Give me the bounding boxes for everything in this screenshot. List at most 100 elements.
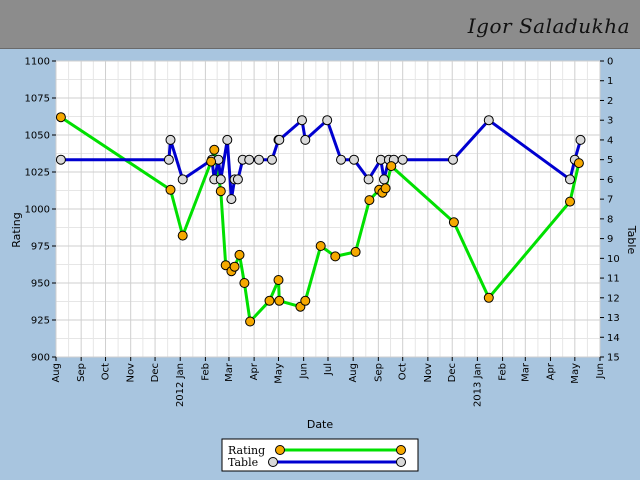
x-tick-label: Jun	[299, 363, 310, 380]
rating-point	[315, 241, 326, 251]
table-point	[322, 115, 333, 126]
y-tick-label: 925	[31, 316, 50, 327]
y2-tick-label: 9	[607, 234, 613, 245]
y2-tick-label: 15	[607, 353, 620, 364]
x-tick-label: Jun	[595, 363, 606, 380]
table-point	[163, 154, 174, 165]
grid	[55, 60, 601, 358]
y2-tick-label: 11	[607, 274, 620, 285]
y2-tick-label: 2	[607, 96, 613, 107]
rating-point	[165, 184, 176, 195]
y-axis-label: Rating	[10, 212, 23, 247]
table-point	[575, 134, 586, 145]
rating-point	[215, 186, 226, 197]
rating-point	[245, 316, 256, 327]
y2-axis-label: Table	[625, 225, 638, 255]
legend-marker-table-start	[268, 457, 278, 467]
rating-point	[206, 156, 217, 167]
y-tick-label: 900	[31, 353, 50, 364]
table-point	[165, 134, 176, 145]
table-point	[483, 115, 494, 126]
legend-marker-table-end	[396, 457, 406, 467]
x-tick-label: May	[273, 363, 284, 384]
y2-tick-label: 4	[607, 135, 613, 146]
table-point	[226, 194, 237, 205]
rating-point	[209, 144, 220, 155]
x-tick-label: Jul	[323, 363, 334, 376]
y2-tick-label: 12	[607, 293, 620, 304]
rating-point	[239, 278, 250, 288]
x-tick-label: Oct	[398, 363, 409, 380]
legend-marker-rating-start	[275, 445, 285, 455]
x-tick-label: Dec	[150, 363, 161, 382]
y2-tick-label: 13	[607, 313, 620, 324]
rating-point	[350, 246, 361, 257]
rating-point	[273, 275, 284, 285]
table-point	[363, 174, 374, 185]
y2-tick-label: 1	[607, 76, 613, 87]
x-tick-label: Nov	[126, 363, 137, 383]
x-tick-label: Feb	[498, 363, 509, 381]
table-point	[244, 154, 255, 165]
series-markers	[55, 112, 586, 327]
table-point	[448, 154, 458, 165]
y-tick-label: 1075	[25, 94, 50, 105]
x-tick-label: Nov	[423, 363, 434, 383]
legend-box	[221, 438, 419, 472]
legend-marker-rating-end	[396, 445, 406, 455]
y2-tick-label: 6	[607, 175, 613, 186]
y2-tick-label: 5	[607, 155, 613, 166]
rating-point	[264, 295, 275, 306]
x-axis-label: Date	[307, 418, 334, 431]
y2-tick-label: 7	[607, 195, 613, 206]
rating-point	[177, 230, 188, 241]
x-tick-label: Feb	[200, 363, 211, 381]
table-point	[267, 154, 277, 165]
table-point	[177, 174, 188, 185]
y2-tick-label: 14	[607, 333, 620, 344]
rating-point	[229, 261, 240, 272]
y-tick-label: 1000	[25, 205, 50, 216]
table-point	[336, 154, 346, 165]
x-tick-label: Mar	[224, 362, 235, 382]
header-bar: Igor Saladukha	[0, 0, 640, 49]
y-tick-label: 1050	[25, 131, 50, 142]
rating-point	[300, 295, 311, 306]
legend-label-table: Table	[228, 456, 258, 469]
rating-point	[386, 161, 397, 172]
y2-tick-label: 3	[607, 116, 613, 127]
rating-point	[55, 112, 66, 123]
y2-tick-label: 0	[607, 57, 613, 68]
x-tick-label: Aug	[348, 363, 359, 383]
x-tick-label: May	[570, 363, 581, 384]
table-point	[215, 174, 226, 185]
x-tick-label: Sep	[373, 363, 384, 382]
y-tick-label: 950	[31, 279, 50, 290]
legend: Rating Table	[221, 438, 419, 472]
x-tick-label: Oct	[101, 363, 112, 380]
table-point	[254, 154, 264, 165]
legend-label-rating: Rating	[228, 444, 265, 457]
x-tick-label: Mar	[520, 362, 531, 382]
x-tick-label: 2013 Jan	[472, 363, 483, 407]
table-point	[379, 174, 389, 185]
rating-point	[234, 249, 245, 260]
x-tick-label: Apr	[249, 362, 260, 380]
rating-point	[330, 251, 341, 262]
table-point	[232, 174, 243, 185]
table-point	[300, 134, 311, 145]
table-point	[397, 154, 408, 165]
table-point	[55, 154, 66, 165]
y2-tick-label: 10	[607, 254, 620, 265]
y-tick-label: 975	[31, 242, 50, 253]
y-tick-label: 1100	[25, 57, 50, 68]
y2-tick-label: 8	[607, 214, 613, 225]
table-point	[297, 115, 307, 126]
table-point	[565, 174, 575, 185]
rating-point	[380, 183, 391, 194]
page-title: Igor Saladukha	[467, 14, 630, 38]
left-axis-ticks: 900 925 950 975 1000 1025 1050 1075 1100	[25, 57, 56, 364]
x-tick-label: Dec	[447, 363, 458, 382]
